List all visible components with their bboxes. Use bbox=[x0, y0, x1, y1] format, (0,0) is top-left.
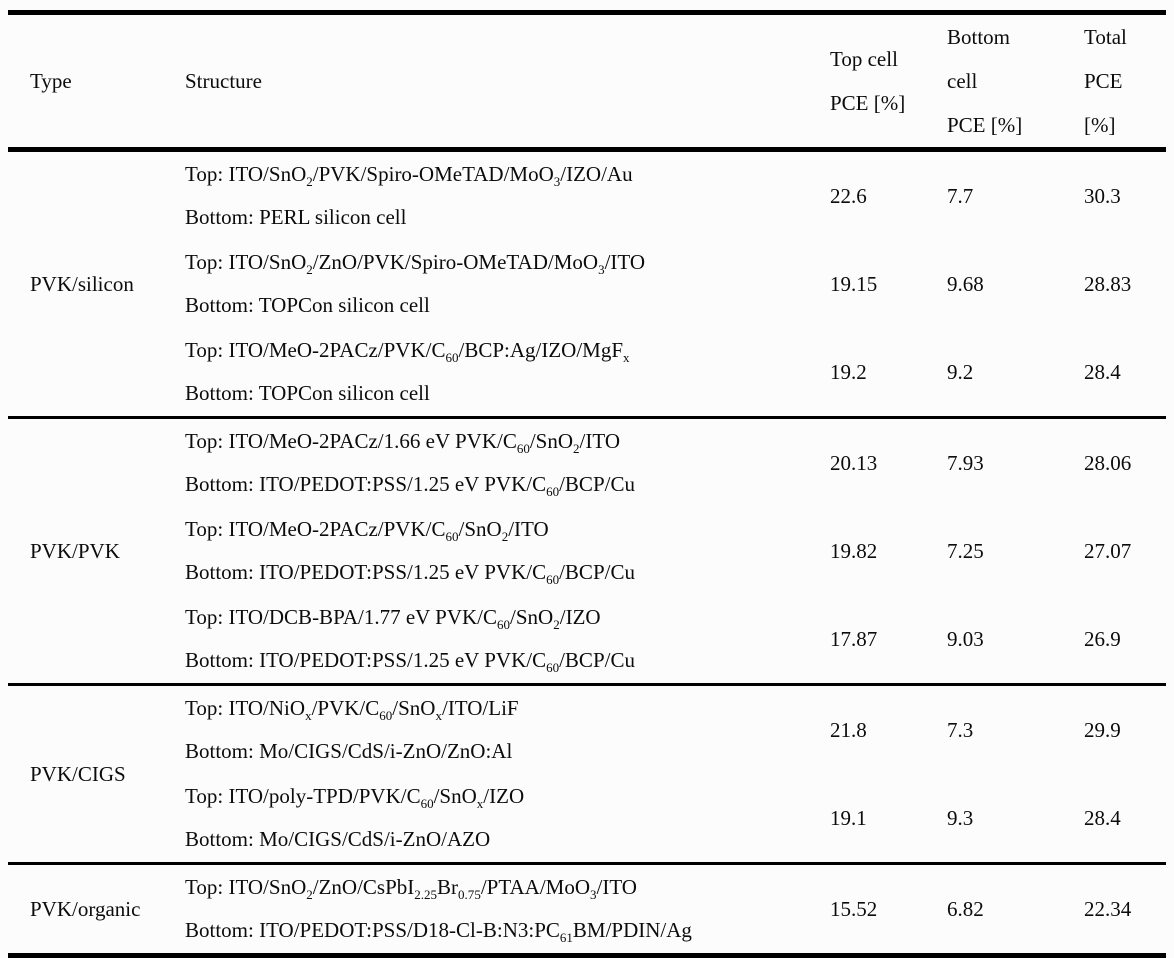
header-line: Bottom bbox=[947, 15, 1084, 59]
top-pce-value: 22.6 bbox=[830, 150, 947, 241]
structure-bottom-line: Bottom: PERL silicon cell bbox=[185, 196, 830, 239]
bottom-pce-value: 9.2 bbox=[947, 328, 1084, 418]
header-line: PCE bbox=[1084, 59, 1166, 103]
col-header-type: Type bbox=[8, 13, 185, 150]
structure-bottom-line: Bottom: ITO/PEDOT:PSS/D18-Cl-B:N3:PC61BM… bbox=[185, 909, 830, 952]
header-line: [%] bbox=[1084, 103, 1166, 147]
section-pvk-silicon: PVK/silicon Top: ITO/SnO2/PVK/Spiro-OMeT… bbox=[8, 150, 1166, 418]
structure-top-line: Top: ITO/MeO-2PACz/1.66 eV PVK/C60/SnO2/… bbox=[185, 420, 830, 463]
structure-bottom-line: Bottom: TOPCon silicon cell bbox=[185, 372, 830, 415]
top-pce-value: 20.13 bbox=[830, 418, 947, 508]
structure-bottom-line: Bottom: ITO/PEDOT:PSS/1.25 eV PVK/C60/BC… bbox=[185, 551, 830, 594]
header-line: Total bbox=[1084, 15, 1166, 59]
structure-top-line: Top: ITO/MeO-2PACz/PVK/C60/BCP:Ag/IZO/Mg… bbox=[185, 329, 830, 372]
structure-top-line: Top: ITO/DCB-BPA/1.77 eV PVK/C60/SnO2/IZ… bbox=[185, 596, 830, 639]
structure-bottom-line: Bottom: TOPCon silicon cell bbox=[185, 284, 830, 327]
top-pce-value: 19.15 bbox=[830, 240, 947, 328]
top-pce-value: 19.82 bbox=[830, 507, 947, 595]
bottom-pce-value: 7.7 bbox=[947, 150, 1084, 241]
structure-bottom-line: Bottom: ITO/PEDOT:PSS/1.25 eV PVK/C60/BC… bbox=[185, 639, 830, 682]
structure-bottom-line: Bottom: Mo/CIGS/CdS/i-ZnO/ZnO:Al bbox=[185, 730, 830, 773]
header-line: PCE [%] bbox=[830, 81, 947, 125]
table-row: PVK/silicon Top: ITO/SnO2/PVK/Spiro-OMeT… bbox=[8, 150, 1166, 241]
total-pce-value: 30.3 bbox=[1084, 150, 1166, 241]
col-header-top-pce: Top cell PCE [%] bbox=[830, 13, 947, 150]
header-line: cell bbox=[947, 59, 1084, 103]
total-pce-value: 28.83 bbox=[1084, 240, 1166, 328]
total-pce-value: 28.06 bbox=[1084, 418, 1166, 508]
structure-top-line: Top: ITO/NiOx/PVK/C60/SnOx/ITO/LiF bbox=[185, 687, 830, 730]
col-header-bottom-pce: Bottom cell PCE [%] bbox=[947, 13, 1084, 150]
structure-cell: Top: ITO/MeO-2PACz/1.66 eV PVK/C60/SnO2/… bbox=[185, 418, 830, 508]
table-row: PVK/CIGS Top: ITO/NiOx/PVK/C60/SnOx/ITO/… bbox=[8, 685, 1166, 775]
header-line: Top cell bbox=[830, 37, 947, 81]
total-pce-value: 28.4 bbox=[1084, 774, 1166, 864]
table-header: Type Structure Top cell PCE [%] Bottom c… bbox=[8, 13, 1166, 150]
top-pce-value: 17.87 bbox=[830, 595, 947, 685]
total-pce-value: 28.4 bbox=[1084, 328, 1166, 418]
structure-top-line: Top: ITO/poly-TPD/PVK/C60/SnOx/IZO bbox=[185, 775, 830, 818]
structure-cell: Top: ITO/DCB-BPA/1.77 eV PVK/C60/SnO2/IZ… bbox=[185, 595, 830, 685]
section-pvk-pvk: PVK/PVK Top: ITO/MeO-2PACz/1.66 eV PVK/C… bbox=[8, 418, 1166, 685]
structure-cell: Top: ITO/poly-TPD/PVK/C60/SnOx/IZO Botto… bbox=[185, 774, 830, 864]
section-pvk-cigs: PVK/CIGS Top: ITO/NiOx/PVK/C60/SnOx/ITO/… bbox=[8, 685, 1166, 864]
bottom-pce-value: 7.3 bbox=[947, 685, 1084, 775]
bottom-pce-value: 7.93 bbox=[947, 418, 1084, 508]
structure-top-line: Top: ITO/SnO2/ZnO/PVK/Spiro-OMeTAD/MoO3/… bbox=[185, 241, 830, 284]
structure-bottom-line: Bottom: Mo/CIGS/CdS/i-ZnO/AZO bbox=[185, 818, 830, 861]
structure-cell: Top: ITO/SnO2/ZnO/PVK/Spiro-OMeTAD/MoO3/… bbox=[185, 240, 830, 328]
bottom-pce-value: 9.3 bbox=[947, 774, 1084, 864]
bottom-pce-value: 9.03 bbox=[947, 595, 1084, 685]
type-label: PVK/CIGS bbox=[8, 685, 185, 864]
structure-cell: Top: ITO/NiOx/PVK/C60/SnOx/ITO/LiF Botto… bbox=[185, 685, 830, 775]
type-label: PVK/PVK bbox=[8, 418, 185, 685]
top-pce-value: 21.8 bbox=[830, 685, 947, 775]
col-header-structure: Structure bbox=[185, 13, 830, 150]
top-pce-value: 19.2 bbox=[830, 328, 947, 418]
total-pce-value: 29.9 bbox=[1084, 685, 1166, 775]
structure-cell: Top: ITO/MeO-2PACz/PVK/C60/BCP:Ag/IZO/Mg… bbox=[185, 328, 830, 418]
top-pce-value: 19.1 bbox=[830, 774, 947, 864]
structure-top-line: Top: ITO/MeO-2PACz/PVK/C60/SnO2/ITO bbox=[185, 508, 830, 551]
tandem-cell-pce-table: Type Structure Top cell PCE [%] Bottom c… bbox=[8, 10, 1166, 958]
structure-top-line: Top: ITO/SnO2/ZnO/CsPbI2.25Br0.75/PTAA/M… bbox=[185, 866, 830, 909]
structure-cell: Top: ITO/MeO-2PACz/PVK/C60/SnO2/ITO Bott… bbox=[185, 507, 830, 595]
structure-cell: Top: ITO/SnO2/PVK/Spiro-OMeTAD/MoO3/IZO/… bbox=[185, 150, 830, 241]
col-header-total-pce: Total PCE [%] bbox=[1084, 13, 1166, 150]
total-pce-value: 26.9 bbox=[1084, 595, 1166, 685]
header-line: PCE [%] bbox=[947, 103, 1084, 147]
table-row: PVK/PVK Top: ITO/MeO-2PACz/1.66 eV PVK/C… bbox=[8, 418, 1166, 508]
bottom-pce-value: 9.68 bbox=[947, 240, 1084, 328]
type-label: PVK/silicon bbox=[8, 150, 185, 418]
structure-top-line: Top: ITO/SnO2/PVK/Spiro-OMeTAD/MoO3/IZO/… bbox=[185, 153, 830, 196]
bottom-pce-value: 7.25 bbox=[947, 507, 1084, 595]
table-header-row: Type Structure Top cell PCE [%] Bottom c… bbox=[8, 13, 1166, 150]
structure-bottom-line: Bottom: ITO/PEDOT:PSS/1.25 eV PVK/C60/BC… bbox=[185, 463, 830, 506]
total-pce-value: 27.07 bbox=[1084, 507, 1166, 595]
